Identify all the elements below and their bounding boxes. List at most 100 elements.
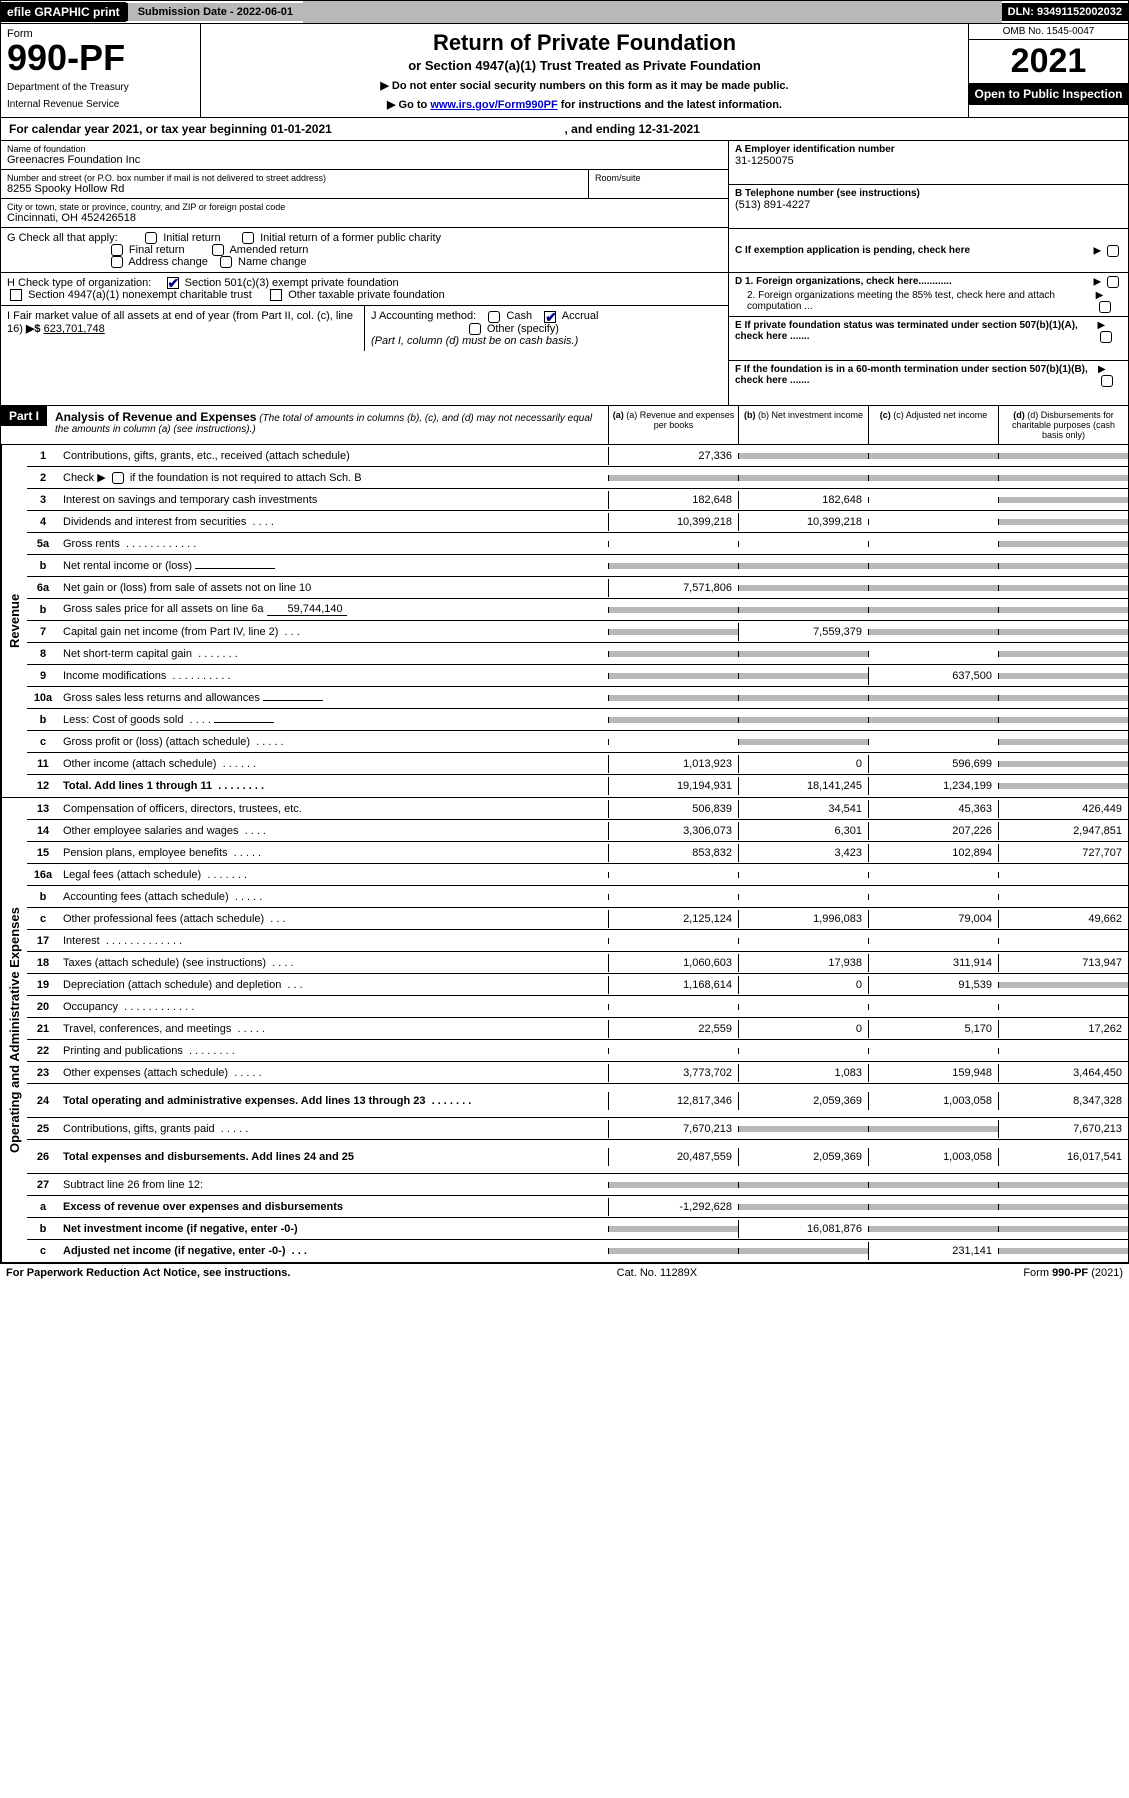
line-27a: a Excess of revenue over expenses and di… (27, 1196, 1128, 1218)
l9-c: 637,500 (868, 667, 998, 685)
l5b-b (738, 563, 868, 569)
d1-check[interactable] (1107, 276, 1119, 288)
l15-d: 727,707 (998, 844, 1128, 862)
expenses-side-label: Operating and Administrative Expenses (1, 798, 27, 1262)
city-value: Cincinnati, OH 452426518 (7, 212, 722, 224)
g-initial-former-check[interactable] (242, 232, 254, 244)
l27c-c: 231,141 (868, 1242, 998, 1260)
j-cash-check[interactable] (488, 311, 500, 323)
l14-num: 14 (27, 822, 59, 840)
e-check[interactable] (1100, 331, 1112, 343)
line-2: 2 Check ▶ if the foundation is not requi… (27, 467, 1128, 489)
col-b-head: (b) (b) Net investment income (738, 406, 868, 444)
l1-b (738, 453, 868, 459)
l16b-c (868, 894, 998, 900)
line-4: 4 Dividends and interest from securities… (27, 511, 1128, 533)
f-check[interactable] (1101, 375, 1113, 387)
l26-d: 16,017,541 (998, 1148, 1128, 1166)
l2-check[interactable] (112, 472, 124, 484)
line-6a: 6a Net gain or (loss) from sale of asset… (27, 577, 1128, 599)
l6a-num: 6a (27, 579, 59, 597)
l27c-b (738, 1248, 868, 1254)
l23-c: 159,948 (868, 1064, 998, 1082)
l10a-a (608, 695, 738, 701)
g-initial-return-check[interactable] (145, 232, 157, 244)
d1-label: D 1. Foreign organizations, check here..… (735, 276, 952, 288)
c-check[interactable] (1107, 245, 1119, 257)
line-23: 23 Other expenses (attach schedule) . . … (27, 1062, 1128, 1084)
l3-b: 182,648 (738, 491, 868, 509)
g-address-change-check[interactable] (111, 256, 123, 268)
l14-b: 6,301 (738, 822, 868, 840)
l8-d (998, 651, 1128, 657)
l4-num: 4 (27, 513, 59, 531)
cal-year-begin: For calendar year 2021, or tax year begi… (9, 122, 565, 136)
l22-d (998, 1048, 1128, 1054)
l4-d (998, 519, 1128, 525)
l6b-desc: Gross sales price for all assets on line… (59, 600, 608, 619)
l5a-desc: Gross rents . . . . . . . . . . . . (59, 535, 608, 553)
line-13: 13 Compensation of officers, directors, … (27, 798, 1128, 820)
l8-a (608, 651, 738, 657)
j-other-check[interactable] (469, 323, 481, 335)
l18-a: 1,060,603 (608, 954, 738, 972)
h-other-check[interactable] (270, 289, 282, 301)
open-public: Open to Public Inspection (969, 83, 1128, 105)
l16a-a (608, 872, 738, 878)
expenses-table: Operating and Administrative Expenses 13… (0, 798, 1129, 1263)
l16b-num: b (27, 888, 59, 906)
dln-label: DLN: 93491152002032 (1002, 3, 1128, 21)
g-final-return-check[interactable] (111, 244, 123, 256)
part1-title: Analysis of Revenue and Expenses (55, 410, 256, 424)
line-18: 18 Taxes (attach schedule) (see instruct… (27, 952, 1128, 974)
col-c-head: (c) (c) Adjusted net income (868, 406, 998, 444)
form-subtitle: or Section 4947(a)(1) Trust Treated as P… (211, 58, 958, 73)
l7-d (998, 629, 1128, 635)
l10b-d (998, 717, 1128, 723)
dept-treasury: Department of the Treasury (7, 82, 194, 93)
l11-d (998, 761, 1128, 767)
l27a-num: a (27, 1198, 59, 1216)
line-9: 9 Income modifications . . . . . . . . .… (27, 665, 1128, 687)
j-accrual-check[interactable] (544, 311, 556, 323)
revenue-side-label: Revenue (1, 445, 27, 797)
h-4947-check[interactable] (10, 289, 22, 301)
g-amended-check[interactable] (212, 244, 224, 256)
calendar-year-row: For calendar year 2021, or tax year begi… (0, 118, 1129, 141)
d2-check[interactable] (1099, 301, 1111, 313)
form-link[interactable]: www.irs.gov/Form990PF (430, 99, 557, 111)
info-right: A Employer identification number 31-1250… (728, 141, 1128, 405)
line-25: 25 Contributions, gifts, grants paid . .… (27, 1118, 1128, 1140)
l16c-c: 79,004 (868, 910, 998, 928)
l27a-a: -1,292,628 (608, 1198, 738, 1216)
l6a-d (998, 585, 1128, 591)
l10c-num: c (27, 733, 59, 751)
line-26: 26 Total expenses and disbursements. Add… (27, 1140, 1128, 1174)
submission-date: Submission Date - 2022-06-01 (126, 3, 303, 21)
col-a-head: (a) (a) Revenue and expenses per books (608, 406, 738, 444)
l23-desc: Other expenses (attach schedule) . . . .… (59, 1064, 608, 1082)
l18-c: 311,914 (868, 954, 998, 972)
h-opt3: Other taxable private foundation (288, 289, 445, 301)
l4-c (868, 519, 998, 525)
g-name-change-check[interactable] (220, 256, 232, 268)
l23-num: 23 (27, 1064, 59, 1082)
foundation-name-cell: Name of foundation Greenacres Foundation… (1, 141, 728, 170)
form-title: Return of Private Foundation (211, 30, 958, 56)
l16c-d: 49,662 (998, 910, 1128, 928)
line-10b: b Less: Cost of goods sold . . . . (27, 709, 1128, 731)
l15-desc: Pension plans, employee benefits . . . .… (59, 844, 608, 862)
l20-d (998, 1004, 1128, 1010)
footer-mid: Cat. No. 11289X (617, 1267, 698, 1279)
l23-d: 3,464,450 (998, 1064, 1128, 1082)
l18-b: 17,938 (738, 954, 868, 972)
l5b-d (998, 563, 1128, 569)
l1-a: 27,336 (608, 447, 738, 465)
l8-b (738, 651, 868, 657)
l2-desc: Check ▶ if the foundation is not require… (59, 468, 608, 487)
line-24: 24 Total operating and administrative ex… (27, 1084, 1128, 1118)
g-label: G Check all that apply: (7, 232, 118, 244)
h-501c3-check[interactable] (167, 277, 179, 289)
foundation-name: Greenacres Foundation Inc (7, 154, 722, 166)
l10b-desc: Less: Cost of goods sold . . . . (59, 711, 608, 729)
